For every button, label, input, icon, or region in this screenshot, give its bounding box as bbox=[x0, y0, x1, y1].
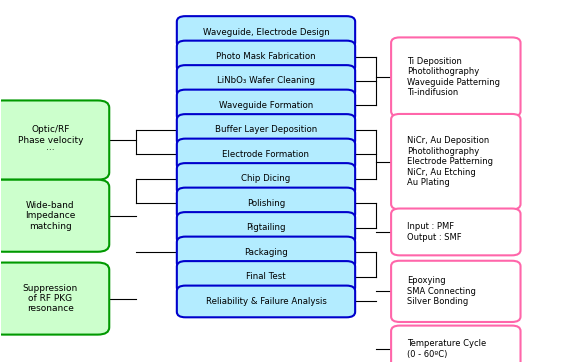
FancyBboxPatch shape bbox=[177, 188, 355, 219]
Text: LiNbO₃ Wafer Cleaning: LiNbO₃ Wafer Cleaning bbox=[217, 77, 315, 86]
FancyBboxPatch shape bbox=[177, 286, 355, 317]
Text: Optic/RF
Phase velocity
···: Optic/RF Phase velocity ··· bbox=[17, 125, 83, 155]
FancyBboxPatch shape bbox=[177, 114, 355, 146]
FancyBboxPatch shape bbox=[0, 180, 109, 252]
FancyBboxPatch shape bbox=[391, 261, 521, 322]
Text: Final Test: Final Test bbox=[246, 273, 286, 281]
FancyBboxPatch shape bbox=[177, 16, 355, 48]
FancyBboxPatch shape bbox=[0, 101, 109, 180]
FancyBboxPatch shape bbox=[391, 326, 521, 363]
Text: Temperature Cycle
(0 - 60ºC): Temperature Cycle (0 - 60ºC) bbox=[407, 339, 486, 359]
Text: Waveguide Formation: Waveguide Formation bbox=[219, 101, 313, 110]
FancyBboxPatch shape bbox=[177, 212, 355, 244]
Text: Pigtailing: Pigtailing bbox=[246, 224, 286, 232]
FancyBboxPatch shape bbox=[177, 237, 355, 268]
FancyBboxPatch shape bbox=[391, 114, 521, 209]
FancyBboxPatch shape bbox=[177, 261, 355, 293]
Text: NiCr, Au Deposition
Photolithography
Electrode Patterning
NiCr, Au Etching
Au Pl: NiCr, Au Deposition Photolithography Ele… bbox=[407, 136, 492, 187]
FancyBboxPatch shape bbox=[391, 208, 521, 255]
Text: Suppression
of RF PKG
resonance: Suppression of RF PKG resonance bbox=[23, 284, 78, 314]
FancyBboxPatch shape bbox=[177, 90, 355, 121]
Text: Buffer Layer Deposition: Buffer Layer Deposition bbox=[215, 126, 317, 134]
FancyBboxPatch shape bbox=[177, 65, 355, 97]
FancyBboxPatch shape bbox=[0, 262, 109, 335]
Text: Waveguide, Electrode Design: Waveguide, Electrode Design bbox=[203, 28, 329, 37]
Text: Reliability & Failure Analysis: Reliability & Failure Analysis bbox=[206, 297, 327, 306]
Text: Ti Deposition
Photolithography
Waveguide Patterning
Ti-indifusion: Ti Deposition Photolithography Waveguide… bbox=[407, 57, 499, 97]
Text: Chip Dicing: Chip Dicing bbox=[242, 175, 291, 183]
FancyBboxPatch shape bbox=[177, 41, 355, 72]
Text: Input : PMF
Output : SMF: Input : PMF Output : SMF bbox=[407, 222, 461, 242]
Text: Wide-band
Impedance
matching: Wide-band Impedance matching bbox=[25, 201, 76, 231]
Text: Photo Mask Fabrication: Photo Mask Fabrication bbox=[216, 52, 316, 61]
Text: Polishing: Polishing bbox=[247, 199, 285, 208]
FancyBboxPatch shape bbox=[177, 163, 355, 195]
FancyBboxPatch shape bbox=[177, 139, 355, 170]
Text: Electrode Formation: Electrode Formation bbox=[223, 150, 309, 159]
FancyBboxPatch shape bbox=[391, 37, 521, 117]
Text: Epoxying
SMA Connecting
Silver Bonding: Epoxying SMA Connecting Silver Bonding bbox=[407, 277, 476, 306]
Text: Packaging: Packaging bbox=[244, 248, 288, 257]
